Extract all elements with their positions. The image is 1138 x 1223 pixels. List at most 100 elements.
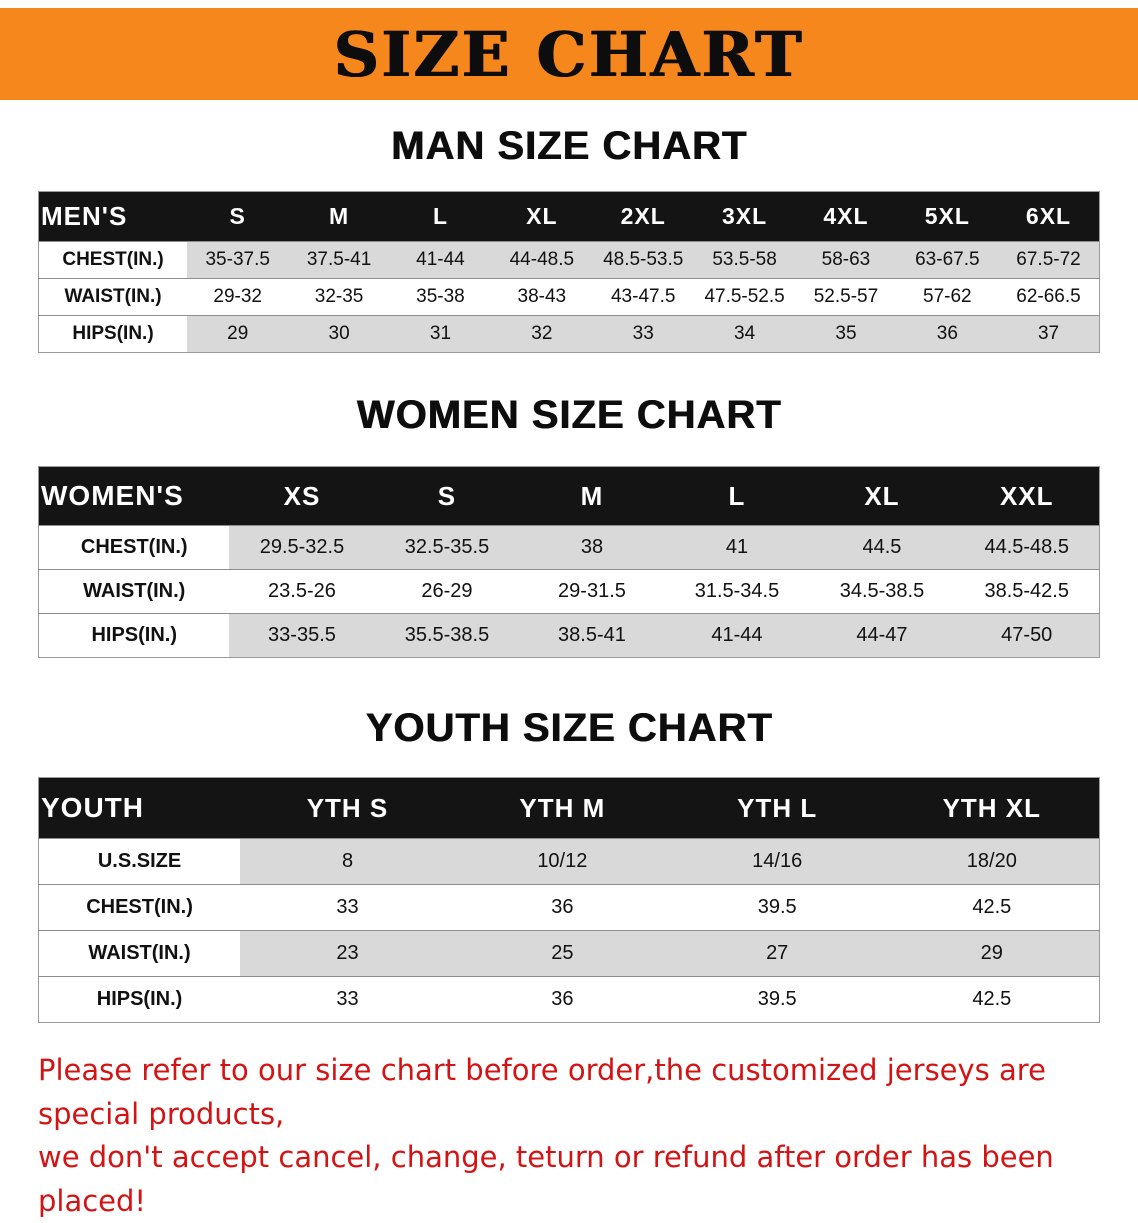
size-value-cell: 34.5-38.5 <box>809 569 955 614</box>
banner-title: SIZE CHART <box>333 17 805 91</box>
size-column-header: YTH XL <box>884 777 1100 839</box>
measurement-row-label: HIPS(IN.) <box>38 613 230 658</box>
section-heading: WOMEN SIZE CHART <box>356 393 782 437</box>
table-title: WOMEN'S <box>38 466 230 526</box>
size-value-cell: 34 <box>693 315 796 353</box>
size-column-header: XL <box>809 466 955 526</box>
measurement-row-label: HIPS(IN.) <box>38 315 188 353</box>
size-value-cell: 41 <box>664 525 810 570</box>
disclaimer: Please refer to our size chart before or… <box>38 1049 1100 1223</box>
measurement-row-label: WAIST(IN.) <box>38 278 188 316</box>
size-value-cell: 35.5-38.5 <box>374 613 520 658</box>
size-column-header: 3XL <box>693 191 796 242</box>
size-table: MEN'S S M L XL 2XL 3XL 4XL 5XL 6XL CHEST(IN.) 35-3… <box>38 191 1100 353</box>
size-value-cell: 41-44 <box>664 613 810 658</box>
size-chart-page: SIZE CHART MAN SIZE CHART MEN'S S M L XL 2XL 3… <box>0 8 1138 1223</box>
measurement-row-label: CHEST(IN.) <box>38 525 230 570</box>
size-value-cell: 8 <box>240 838 455 885</box>
size-value-cell: 18/20 <box>884 838 1100 885</box>
measurement-row: CHEST(IN.) 35-37.5 37.5-41 41-44 44-48.5 48.5… <box>38 241 1100 279</box>
size-value-cell: 47-50 <box>954 613 1100 658</box>
size-value-cell: 36 <box>454 976 670 1023</box>
size-value-cell: 38-43 <box>491 278 593 316</box>
size-value-cell: 43-47.5 <box>592 278 694 316</box>
size-table: YOUTH YTH S YTH M YTH L YTH XL U.S.SIZE 8 10/1… <box>38 777 1100 1023</box>
size-value-cell: 57-62 <box>896 278 999 316</box>
size-value-cell: 30 <box>288 315 390 353</box>
measurement-row-label: HIPS(IN.) <box>38 976 241 1023</box>
size-value-cell: 58-63 <box>795 241 897 279</box>
size-value-cell: 27 <box>669 930 885 977</box>
size-chart-banner: SIZE CHART <box>0 8 1138 100</box>
size-column-header: 2XL <box>592 191 694 242</box>
measurement-row: CHEST(IN.) 29.5-32.5 32.5-35.5 38 41 44.5 44.5… <box>38 525 1100 570</box>
size-column-header: XXL <box>954 466 1100 526</box>
size-value-cell: 41-44 <box>389 241 492 279</box>
size-column-header: S <box>374 466 520 526</box>
size-value-cell: 44-48.5 <box>491 241 593 279</box>
size-table-header-row: WOMEN'S XS S M L XL XXL <box>38 466 1100 526</box>
size-value-cell: 44.5-48.5 <box>954 525 1100 570</box>
size-value-cell: 38.5-42.5 <box>954 569 1100 614</box>
size-table-header-row: YOUTH YTH S YTH M YTH L YTH XL <box>38 777 1100 839</box>
size-value-cell: 10/12 <box>454 838 670 885</box>
size-value-cell: 26-29 <box>374 569 520 614</box>
measurement-row: HIPS(IN.) 33 36 39.5 42.5 <box>38 976 1100 1023</box>
size-value-cell: 67.5-72 <box>998 241 1100 279</box>
size-value-cell: 31.5-34.5 <box>664 569 810 614</box>
size-value-cell: 32-35 <box>288 278 390 316</box>
size-column-header: YTH S <box>240 777 455 839</box>
size-value-cell: 44-47 <box>809 613 955 658</box>
size-column-header: M <box>519 466 665 526</box>
size-column-header: XL <box>491 191 593 242</box>
size-value-cell: 33-35.5 <box>229 613 375 658</box>
size-value-cell: 38.5-41 <box>519 613 665 658</box>
measurement-row-label: U.S.SIZE <box>38 838 241 885</box>
size-column-header: 5XL <box>896 191 999 242</box>
size-value-cell: 29 <box>187 315 289 353</box>
size-value-cell: 23 <box>240 930 455 977</box>
measurement-row: WAIST(IN.) 23.5-26 26-29 29-31.5 31.5-34.5 34… <box>38 569 1100 614</box>
size-value-cell: 37 <box>998 315 1100 353</box>
size-value-cell: 33 <box>240 976 455 1023</box>
section-heading: YOUTH SIZE CHART <box>365 706 773 750</box>
table-title: MEN'S <box>38 191 188 242</box>
size-section: WOMEN SIZE CHART WOMEN'S XS S M L XL XXL CHEST… <box>0 393 1138 658</box>
size-section: MAN SIZE CHART MEN'S S M L XL 2XL 3XL 4XL 5XL 6XL… <box>0 124 1138 353</box>
size-value-cell: 37.5-41 <box>288 241 390 279</box>
measurement-row: HIPS(IN.) 33-35.5 35.5-38.5 38.5-41 41-44 44-… <box>38 613 1100 658</box>
size-value-cell: 35 <box>795 315 897 353</box>
size-value-cell: 39.5 <box>669 884 885 931</box>
size-column-header: S <box>187 191 289 242</box>
size-column-header: 4XL <box>795 191 897 242</box>
disclaimer-line-2: we don't accept cancel, change, teturn o… <box>38 1140 1054 1218</box>
size-value-cell: 31 <box>389 315 492 353</box>
size-value-cell: 53.5-58 <box>693 241 796 279</box>
measurement-row-label: CHEST(IN.) <box>38 884 241 931</box>
size-chart-sections: MAN SIZE CHART MEN'S S M L XL 2XL 3XL 4XL 5XL 6XL… <box>0 124 1138 1023</box>
size-value-cell: 62-66.5 <box>998 278 1100 316</box>
size-value-cell: 23.5-26 <box>229 569 375 614</box>
size-value-cell: 29-31.5 <box>519 569 665 614</box>
size-section: YOUTH SIZE CHART YOUTH YTH S YTH M YTH L YTH… <box>0 706 1138 1023</box>
size-value-cell: 39.5 <box>669 976 885 1023</box>
measurement-row: WAIST(IN.) 23 25 27 29 <box>38 930 1100 977</box>
size-value-cell: 42.5 <box>884 884 1100 931</box>
size-column-header: L <box>389 191 492 242</box>
size-value-cell: 44.5 <box>809 525 955 570</box>
size-value-cell: 29 <box>884 930 1100 977</box>
size-value-cell: 29.5-32.5 <box>229 525 375 570</box>
size-column-header: 6XL <box>998 191 1100 242</box>
size-value-cell: 25 <box>454 930 670 977</box>
size-column-header: XS <box>229 466 375 526</box>
size-value-cell: 38 <box>519 525 665 570</box>
size-value-cell: 36 <box>454 884 670 931</box>
size-column-header: YTH M <box>454 777 670 839</box>
size-column-header: M <box>288 191 390 242</box>
size-value-cell: 42.5 <box>884 976 1100 1023</box>
size-value-cell: 63-67.5 <box>896 241 999 279</box>
size-value-cell: 32 <box>491 315 593 353</box>
table-title: YOUTH <box>38 777 241 839</box>
size-value-cell: 35-37.5 <box>187 241 289 279</box>
size-value-cell: 36 <box>896 315 999 353</box>
